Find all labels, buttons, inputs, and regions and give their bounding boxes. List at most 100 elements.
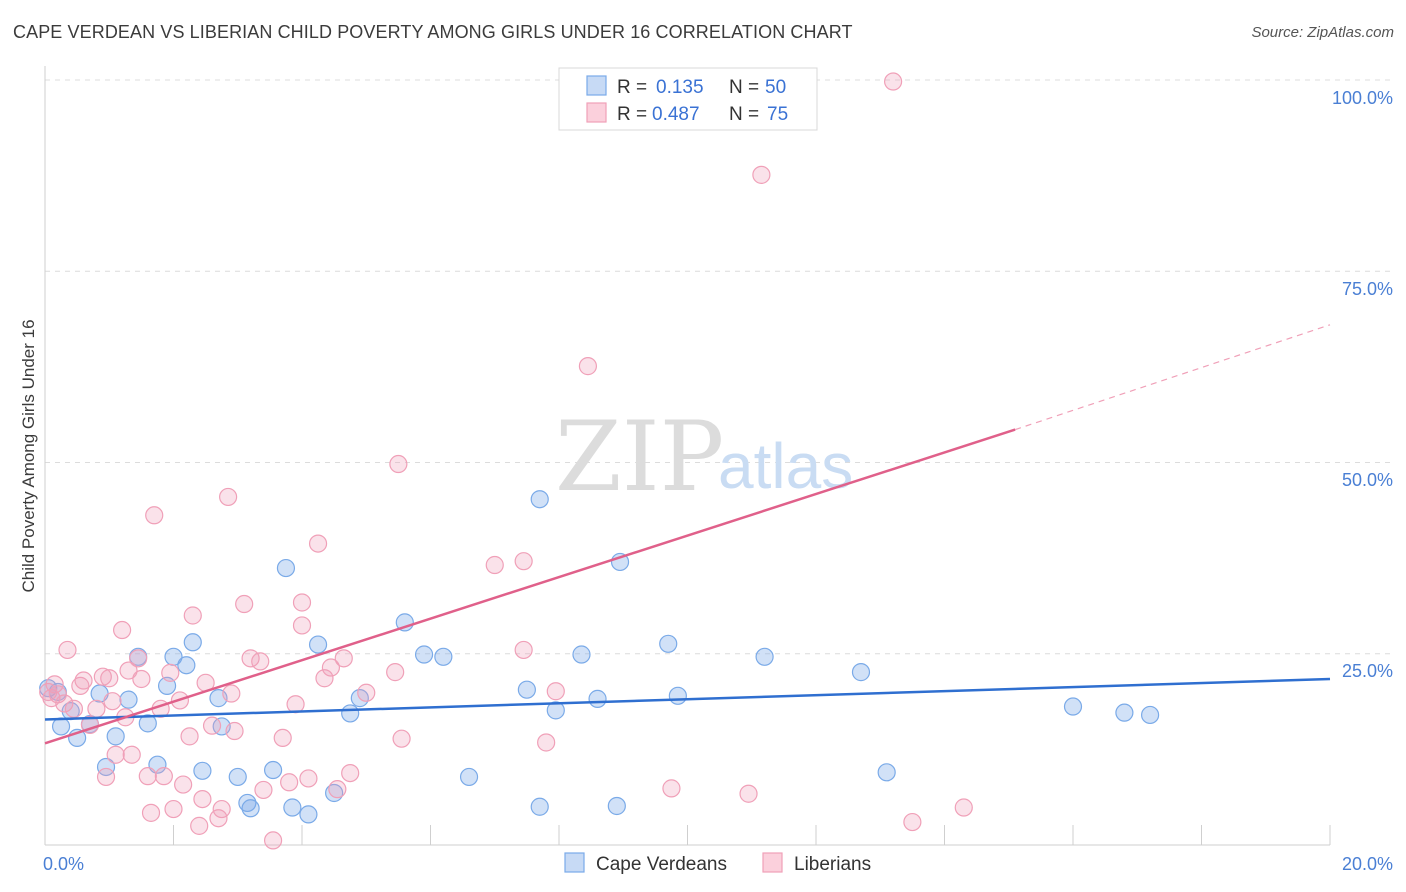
- liberian-point: [180, 727, 199, 746]
- liberian-point: [883, 72, 903, 91]
- liberian-point: [389, 454, 408, 474]
- liberian-point: [119, 661, 138, 680]
- y-tick-label: 75.0%: [1342, 279, 1393, 299]
- liberian-point: [292, 616, 312, 635]
- liberian-point: [93, 667, 112, 686]
- liberian-point: [55, 694, 74, 713]
- chart-title: CAPE VERDEAN VS LIBERIAN CHILD POVERTY A…: [13, 22, 853, 42]
- legend-n-value: 50: [765, 77, 786, 98]
- cape-verdean-point: [106, 727, 125, 746]
- liberian-point: [164, 799, 183, 819]
- legend-r-value: 0.487: [652, 104, 700, 125]
- liberian-point: [537, 733, 556, 752]
- cape-verdean-point: [572, 645, 591, 664]
- liberian-point: [48, 685, 67, 704]
- source-label: Source: ZipAtlas.com: [1251, 24, 1394, 41]
- legend-swatch-liberians: [762, 852, 783, 873]
- trend-lines: [44, 324, 1331, 745]
- liberians-trend-extension: [1014, 324, 1331, 431]
- cape-verdean-point: [241, 799, 260, 818]
- y-axis-label: Child Poverty Among Girls Under 16: [19, 319, 38, 592]
- liberian-point: [546, 682, 565, 701]
- liberian-point: [235, 594, 254, 614]
- cape-verdeans-trend-line: [44, 677, 1331, 721]
- cape-verdean-point: [546, 701, 565, 720]
- liberian-point: [225, 721, 244, 741]
- liberian-point: [308, 534, 328, 553]
- cape-verdean-point: [177, 656, 196, 675]
- cape-verdean-point: [276, 558, 296, 578]
- liberian-point: [292, 593, 312, 612]
- liberian-point: [100, 669, 119, 688]
- cape-verdean-point: [96, 757, 116, 777]
- liberian-point: [392, 729, 411, 748]
- watermark-atlas: atlas: [718, 430, 853, 502]
- liberian-point: [739, 784, 758, 803]
- liberian-point: [161, 663, 180, 682]
- liberian-point: [103, 692, 122, 711]
- cape-verdean-point: [1115, 703, 1134, 722]
- cape-verdean-point: [228, 767, 247, 787]
- cape-verdean-point: [238, 793, 257, 813]
- cape-verdean-point: [459, 767, 479, 787]
- liberian-point: [209, 809, 228, 828]
- legend-n-label: N =: [729, 77, 759, 98]
- x-axis-ticks: [44, 825, 1331, 845]
- liberian-point: [341, 763, 360, 783]
- liberian-point: [64, 699, 84, 718]
- cape-verdean-point: [414, 645, 434, 664]
- cape-verdean-point: [341, 704, 360, 723]
- cape-verdean-point: [434, 647, 453, 666]
- cape-verdean-point: [283, 798, 302, 817]
- liberian-point: [138, 767, 157, 786]
- liberian-point: [71, 676, 90, 695]
- cape-verdean-point: [1140, 705, 1160, 725]
- liberian-point: [129, 649, 148, 668]
- liberian-point: [386, 663, 405, 682]
- cape-verdean-point: [659, 634, 678, 653]
- liberian-point: [190, 816, 209, 835]
- cape-verdean-point: [119, 690, 138, 709]
- legend-r-label: R =: [617, 104, 647, 125]
- legend-label-liberians: Liberians: [794, 854, 871, 875]
- cape-verdean-point: [530, 797, 549, 816]
- liberian-point: [299, 769, 318, 788]
- liberian-point: [280, 773, 299, 792]
- liberian-point: [263, 831, 283, 850]
- liberian-point: [87, 699, 106, 718]
- x-tick-label: 0.0%: [43, 854, 84, 874]
- liberians-trend-line: [44, 428, 1016, 745]
- legend-n-value: 75: [767, 104, 788, 125]
- liberian-point: [254, 780, 273, 800]
- liberian-point: [122, 745, 141, 764]
- liberian-point: [328, 780, 347, 799]
- legend-n-label: N =: [729, 104, 759, 125]
- cape-verdean-point: [877, 763, 896, 782]
- cape-verdean-point: [588, 689, 607, 708]
- liberian-point: [193, 789, 212, 809]
- liberians-points: [39, 72, 973, 850]
- liberian-point: [112, 620, 132, 640]
- cape-verdean-point: [138, 714, 157, 733]
- liberian-point: [954, 798, 973, 817]
- cape-verdean-point: [193, 761, 212, 780]
- cape-verdean-point: [530, 490, 549, 509]
- liberian-point: [251, 652, 270, 671]
- liberian-point: [357, 683, 376, 702]
- cape-verdean-point: [607, 796, 626, 816]
- liberian-point: [286, 695, 305, 714]
- legend-r-value: 0.135: [656, 77, 704, 98]
- liberian-point: [334, 649, 353, 668]
- liberian-point: [752, 165, 771, 184]
- series-legend: Cape Verdeans Liberians: [564, 852, 871, 875]
- cape-verdean-point: [668, 686, 687, 705]
- liberian-point: [662, 779, 681, 798]
- liberian-point: [145, 506, 164, 525]
- cape-verdean-point: [263, 760, 283, 780]
- liberian-point: [222, 684, 241, 703]
- liberian-point: [106, 745, 125, 764]
- liberian-point: [74, 671, 93, 690]
- liberian-point: [219, 487, 238, 507]
- liberian-point: [183, 606, 202, 625]
